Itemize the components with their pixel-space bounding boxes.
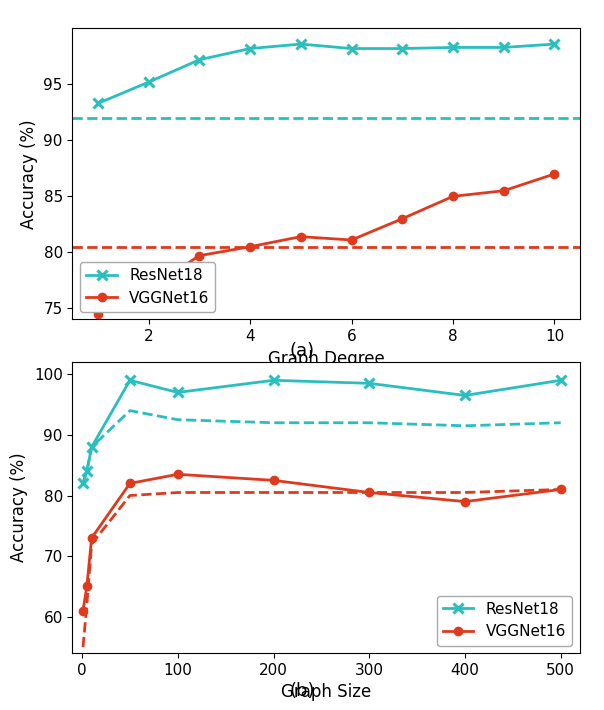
ResNet18: [297, 40, 304, 48]
Y-axis label: Accuracy (%): Accuracy (%): [20, 119, 38, 229]
X-axis label: Graph Degree: Graph Degree: [268, 350, 385, 368]
VGGNet16: [246, 242, 254, 251]
Line: ResNet18: ResNet18: [93, 39, 559, 109]
VGGNet16: [79, 606, 86, 615]
VGGNet16: [83, 582, 91, 591]
Legend: ResNet18, VGGNet16: ResNet18, VGGNet16: [437, 596, 572, 645]
VGGNet16: [500, 187, 507, 195]
ResNet18: [449, 43, 457, 52]
VGGNet16: [461, 497, 469, 506]
Text: (a): (a): [289, 342, 315, 361]
VGGNet16: [174, 470, 181, 479]
ResNet18: [557, 376, 564, 385]
VGGNet16: [94, 310, 101, 318]
ResNet18: [126, 376, 133, 385]
Line: ResNet18: ResNet18: [78, 376, 565, 488]
ResNet18: [500, 43, 507, 52]
ResNet18: [246, 44, 254, 53]
VGGNet16: [348, 236, 355, 244]
VGGNet16: [449, 192, 457, 201]
X-axis label: Graph Size: Graph Size: [281, 684, 371, 701]
VGGNet16: [145, 285, 152, 293]
ResNet18: [79, 479, 86, 488]
VGGNet16: [270, 476, 277, 485]
VGGNet16: [365, 488, 373, 497]
VGGNet16: [551, 170, 558, 178]
Line: VGGNet16: VGGNet16: [79, 470, 565, 615]
VGGNet16: [126, 479, 133, 488]
VGGNet16: [196, 251, 203, 260]
ResNet18: [94, 99, 101, 108]
ResNet18: [399, 44, 406, 53]
ResNet18: [365, 379, 373, 388]
ResNet18: [88, 443, 95, 452]
VGGNet16: [88, 534, 95, 542]
ResNet18: [551, 40, 558, 48]
ResNet18: [174, 388, 181, 397]
Legend: ResNet18, VGGNet16: ResNet18, VGGNet16: [80, 262, 216, 312]
Text: (b): (b): [289, 682, 315, 700]
VGGNet16: [399, 214, 406, 223]
Y-axis label: Accuracy (%): Accuracy (%): [10, 453, 28, 562]
Line: VGGNet16: VGGNet16: [94, 170, 559, 318]
VGGNet16: [297, 232, 304, 241]
VGGNet16: [557, 485, 564, 493]
ResNet18: [461, 391, 469, 400]
ResNet18: [270, 376, 277, 385]
ResNet18: [145, 78, 152, 87]
ResNet18: [196, 55, 203, 64]
ResNet18: [83, 467, 91, 476]
ResNet18: [348, 44, 355, 53]
